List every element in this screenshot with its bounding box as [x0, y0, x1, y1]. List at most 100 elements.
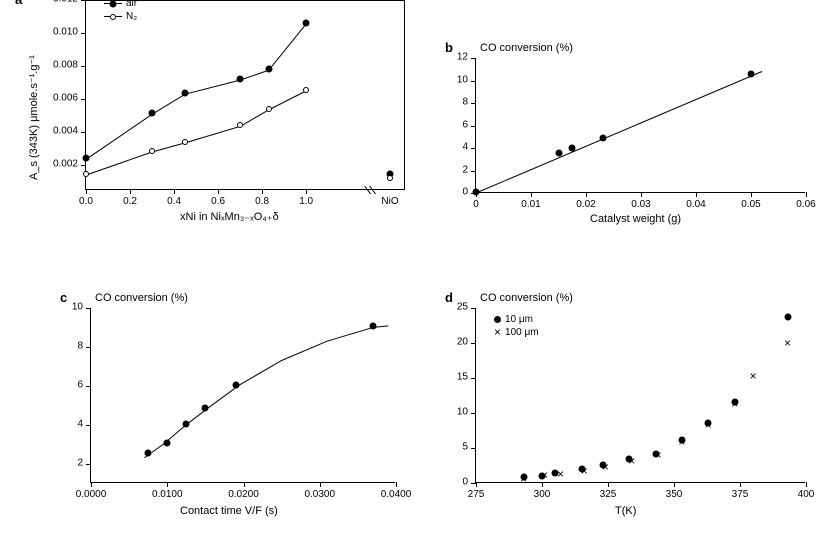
- data-point: [303, 19, 310, 26]
- tick-label: 0.01: [521, 199, 540, 210]
- tick-label: 375: [732, 489, 749, 500]
- data-point: [265, 66, 272, 73]
- panel-a-xlabel: xNi in NiₓMn₃₋ₓO₄₊δ: [180, 210, 279, 223]
- panel-b-label: b: [445, 40, 453, 55]
- panel-d-plot: 10 μm × 100 μm 2753003253503754000510152…: [475, 308, 805, 483]
- legend-label: 100 μm: [505, 327, 539, 338]
- tick-label: 4: [462, 142, 468, 153]
- data-point: [145, 449, 152, 456]
- data-point: [149, 110, 156, 117]
- panel-d: d CO conversion (%) 10 μm × 100 μm 27530…: [445, 290, 815, 525]
- tick-label: 0.010: [53, 27, 78, 38]
- panel-a-ylabel: A_s (343K) μmole.s⁻¹.g⁻¹: [27, 50, 40, 180]
- data-point: [303, 87, 309, 93]
- tick-label: 0.04: [686, 199, 705, 210]
- data-point: [149, 148, 155, 154]
- panel-a-legend: air N₂: [104, 0, 137, 24]
- panel-b-xlabel: Catalyst weight (g): [590, 213, 681, 225]
- tick-label: 0.6: [211, 196, 225, 207]
- panel-d-xlabel: T(K): [615, 505, 636, 517]
- legend-row: N₂: [104, 11, 137, 22]
- data-point: [237, 122, 243, 128]
- tick-label: 0.004: [53, 126, 78, 137]
- data-point: [182, 139, 188, 145]
- tick-label: 0.0400: [381, 489, 412, 500]
- tick-label: 2: [77, 457, 83, 468]
- data-point: [83, 171, 89, 177]
- legend-row: air: [104, 0, 137, 9]
- tick-label: 2: [462, 164, 468, 175]
- tick-label: 20: [457, 337, 468, 348]
- tick-label: 0.008: [53, 60, 78, 71]
- tick-label: 0.4: [167, 196, 181, 207]
- tick-label: 12: [457, 52, 468, 63]
- data-point: [232, 381, 239, 388]
- tick-label: 8: [77, 340, 83, 351]
- data-point: [237, 76, 244, 83]
- data-point: [784, 313, 791, 320]
- tick-label: 0.0000: [76, 489, 107, 500]
- panel-c-label: c: [60, 290, 67, 305]
- panel-d-legend: 10 μm × 100 μm: [494, 314, 539, 340]
- tick-label: 10: [457, 74, 468, 85]
- tick-label: 0.02: [576, 199, 595, 210]
- data-point: [182, 90, 189, 97]
- tick-label: 0.06: [796, 199, 815, 210]
- tick-label: NiO: [381, 196, 398, 207]
- tick-label: 0.2: [123, 196, 137, 207]
- panel-c-xlabel: Contact time V/F (s): [180, 505, 278, 517]
- data-point: [599, 135, 606, 142]
- tick-label: 5: [462, 442, 468, 453]
- panel-a-label: a: [15, 0, 22, 7]
- tick-label: 10: [457, 407, 468, 418]
- panel-d-title: CO conversion (%): [480, 292, 573, 304]
- tick-label: 0: [462, 187, 468, 198]
- legend-label: 10 μm: [505, 314, 533, 325]
- tick-label: 8: [462, 97, 468, 108]
- tick-label: 0: [462, 477, 468, 488]
- tick-label: 10: [72, 302, 83, 313]
- tick-label: 15: [457, 372, 468, 383]
- panel-d-label: d: [445, 290, 453, 305]
- panel-c-lines: [91, 308, 396, 483]
- tick-label: 0.05: [741, 199, 760, 210]
- data-point: [202, 405, 209, 412]
- tick-label: 0.0: [79, 196, 93, 207]
- legend-row: × 100 μm: [494, 327, 539, 338]
- panel-b-lines: [476, 58, 806, 193]
- tick-label: 0.006: [53, 93, 78, 104]
- legend-row: 10 μm: [494, 314, 539, 325]
- tick-label: 275: [468, 489, 485, 500]
- tick-label: 4: [77, 418, 83, 429]
- tick-label: 0.012: [53, 0, 78, 5]
- tick-label: 0.0300: [304, 489, 335, 500]
- data-point: [569, 145, 576, 152]
- panel-b: b CO conversion (%) 00.010.020.030.040.0…: [445, 40, 815, 230]
- tick-label: 400: [798, 489, 815, 500]
- tick-label: 0.0200: [228, 489, 259, 500]
- data-point: [83, 155, 90, 162]
- tick-label: 0.03: [631, 199, 650, 210]
- panel-a-lines: [86, 0, 406, 190]
- tick-label: 350: [666, 489, 683, 500]
- legend-label: air: [126, 0, 137, 9]
- tick-label: 0.002: [53, 159, 78, 170]
- tick-label: 300: [534, 489, 551, 500]
- data-point: [748, 70, 755, 77]
- panel-b-plot: 00.010.020.030.040.050.06024681012: [475, 58, 805, 193]
- panel-c-plot: 0.00000.01000.02000.03000.0400246810: [90, 308, 395, 483]
- data-point: [183, 420, 190, 427]
- panel-c-title: CO conversion (%): [95, 292, 188, 304]
- data-point: [370, 323, 377, 330]
- data-point: [164, 440, 171, 447]
- data-point: [387, 175, 393, 181]
- tick-label: 6: [462, 119, 468, 130]
- panel-a-plot: air N₂ 0.00.20.40.60.81.00.0020.0040.006…: [85, 0, 405, 190]
- tick-label: 0: [473, 199, 479, 210]
- tick-label: 325: [600, 489, 617, 500]
- legend-label: N₂: [126, 11, 137, 22]
- tick-label: 0.0100: [152, 489, 183, 500]
- data-point: [555, 149, 562, 156]
- panel-b-title: CO conversion (%): [480, 42, 573, 54]
- tick-label: 1.0: [299, 196, 313, 207]
